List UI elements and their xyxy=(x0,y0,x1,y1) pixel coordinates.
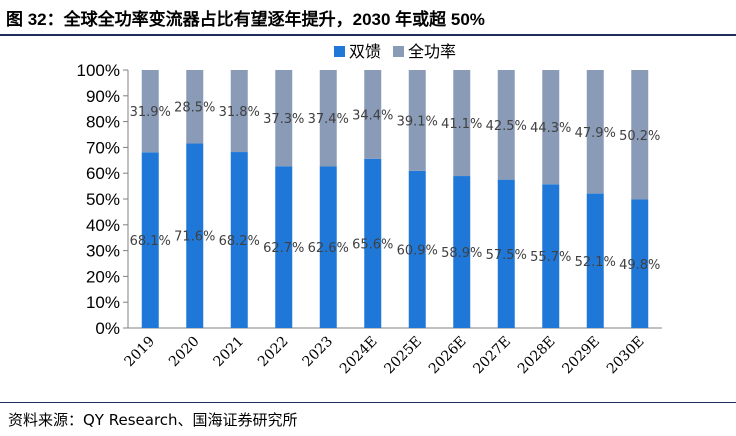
bar-segment-全功率 xyxy=(186,70,204,144)
y-tick-label: 30% xyxy=(86,242,120,261)
source-divider xyxy=(0,402,736,403)
y-tick-label: 60% xyxy=(86,164,120,183)
figure-title: 图 32：全球全功率变流器占比有望逐年提升，2030 年或超 50% xyxy=(6,9,485,29)
data-label-series-1: 71.6% xyxy=(174,230,215,245)
bar-segment-全功率 xyxy=(141,70,159,153)
legend-swatch xyxy=(334,46,345,57)
data-label-series-2: 47.9% xyxy=(575,126,616,141)
bar-segment-全功率 xyxy=(586,70,604,194)
bar-segment-全功率 xyxy=(631,70,649,200)
bar-segment-双馈 xyxy=(319,166,337,328)
bar-segment-全功率 xyxy=(542,70,560,185)
y-tick-label: 100% xyxy=(77,61,120,80)
x-tick-label: 2021 xyxy=(211,334,248,371)
y-tick-label: 80% xyxy=(86,113,120,132)
y-tick-label: 90% xyxy=(86,87,120,106)
x-tick-label: 2029E xyxy=(559,334,603,378)
data-label-series-1: 55.7% xyxy=(530,250,571,265)
y-tick-label: 20% xyxy=(86,267,120,286)
bar-segment-双馈 xyxy=(141,152,159,328)
x-tick-label: 2027E xyxy=(470,334,514,378)
bar-segment-全功率 xyxy=(408,70,426,171)
data-label-series-1: 49.8% xyxy=(619,258,660,273)
title-divider xyxy=(0,34,736,36)
data-label-series-2: 42.5% xyxy=(486,119,527,134)
data-label-series-2: 39.1% xyxy=(397,114,438,129)
data-label-series-2: 31.9% xyxy=(130,105,171,120)
data-label-series-1: 52.1% xyxy=(575,255,616,270)
bar-segment-全功率 xyxy=(453,70,471,177)
y-tick-label: 10% xyxy=(86,293,120,312)
bar-segment-双馈 xyxy=(186,143,204,328)
data-label-series-1: 68.2% xyxy=(219,234,260,249)
legend-label: 全功率 xyxy=(408,42,456,61)
source-note: 资料来源：QY Research、国海证券研究所 xyxy=(8,411,298,429)
stacked-bar-chart: 0% 10% 20% 30% 40% 50% 60% 70% 80% 90% 100% 68.1% 31… xyxy=(77,42,662,378)
x-tick-label: 2019 xyxy=(122,334,159,371)
y-tick-label: 70% xyxy=(86,138,120,157)
data-label-series-1: 65.6% xyxy=(352,237,393,252)
y-tick-label: 50% xyxy=(86,190,120,209)
bar-segment-双馈 xyxy=(453,176,471,328)
data-label-series-1: 60.9% xyxy=(397,243,438,258)
y-tick-label: 0% xyxy=(95,319,120,338)
x-tick-label: 2024E xyxy=(337,334,381,378)
data-label-series-1: 62.6% xyxy=(308,241,349,256)
legend-label: 双馈 xyxy=(349,42,381,61)
data-label-series-2: 34.4% xyxy=(352,108,393,123)
bar-segment-双馈 xyxy=(542,184,560,328)
data-label-series-2: 28.5% xyxy=(174,101,215,116)
data-label-series-2: 41.1% xyxy=(441,117,482,132)
data-label-series-2: 37.4% xyxy=(308,112,349,127)
bar-segment-双馈 xyxy=(497,179,515,328)
x-tick-label: 2022 xyxy=(255,334,292,371)
data-label-series-2: 44.3% xyxy=(530,121,571,136)
x-tick-label: 2020 xyxy=(166,334,203,371)
bar-segment-全功率 xyxy=(364,70,382,159)
legend-swatch xyxy=(393,46,404,57)
x-tick-label: 2030E xyxy=(604,334,648,378)
data-label-series-1: 57.5% xyxy=(486,248,527,263)
bar-segment-全功率 xyxy=(230,70,248,153)
x-tick-label: 2025E xyxy=(381,334,425,378)
x-tick-label: 2026E xyxy=(426,334,470,378)
data-label-series-2: 31.8% xyxy=(219,105,260,120)
bar-segment-双馈 xyxy=(586,193,604,328)
bar-segment-双馈 xyxy=(364,158,382,328)
bar-segment-全功率 xyxy=(497,70,515,180)
bar-segment-双馈 xyxy=(631,199,649,328)
bar-segment-双馈 xyxy=(230,152,248,328)
x-tick-label: 2023 xyxy=(300,334,337,371)
x-tick-label: 2028E xyxy=(515,334,559,378)
data-label-series-1: 58.9% xyxy=(441,246,482,261)
data-label-series-2: 37.3% xyxy=(263,112,304,127)
bar-segment-双馈 xyxy=(408,170,426,328)
bar-segment-双馈 xyxy=(275,166,293,328)
data-label-series-1: 68.1% xyxy=(130,234,171,249)
bar-segment-全功率 xyxy=(275,70,293,167)
bar-segment-全功率 xyxy=(319,70,337,167)
y-tick-label: 40% xyxy=(86,216,120,235)
data-label-series-1: 62.7% xyxy=(263,241,304,256)
data-label-series-2: 50.2% xyxy=(619,129,660,144)
